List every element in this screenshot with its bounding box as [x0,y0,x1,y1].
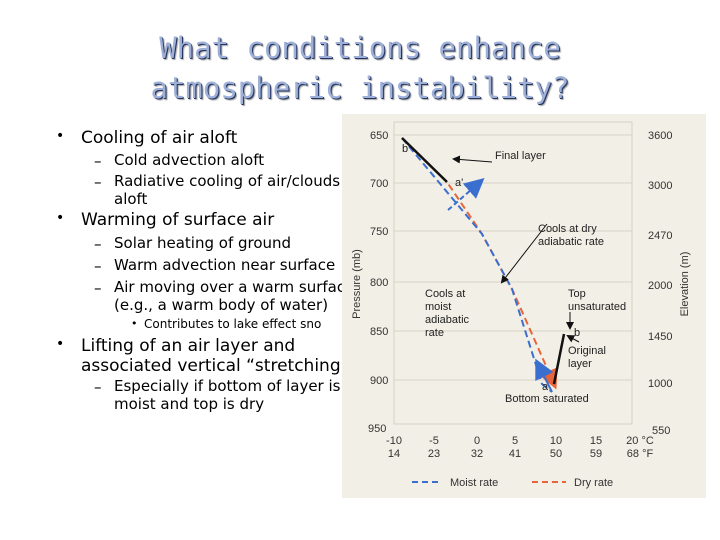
moist-rate-curve [401,137,553,393]
moist-rate-arrow-upper [447,178,485,211]
pressure-axis-label: Pressure (mb) [351,249,363,319]
label-cools-moist-line-3: adiabatic [425,314,470,326]
label-cools-moist-line-1: Cools at [425,288,465,300]
celsius-tick: 10 [550,435,562,447]
bullet-lifting-layer-cont: associated vertical “stretching” [81,356,350,376]
label-original-layer-line-1: Original [568,345,606,357]
pressure-tick: 750 [370,226,388,238]
celsius-tick: 15 [590,435,602,447]
pressure-tick: 650 [370,130,388,142]
pressure-tick: 800 [370,277,388,289]
sub-bullet-warm-surface-cont: (e.g., a warm body of water) [114,296,329,314]
pressure-tick: 900 [370,375,388,387]
sub-bullet-radiative-cooling-cont: aloft [114,190,148,208]
elevation-tick: 1000 [648,378,672,390]
sub-bullet-radiative-cooling: Radiative cooling of air/clouds [114,172,341,190]
fahrenheit-tick: 41 [509,448,521,460]
celsius-tick: 5 [512,435,518,447]
dash-marker: – [94,173,102,191]
stability-diagram-svg: 650 700 750 800 850 900 950 Pressure (mb… [342,114,706,498]
elevation-tick: 1450 [648,331,672,343]
sub-bullet-solar-heating: Solar heating of ground [114,234,292,252]
point-a: a [542,381,549,393]
dash-marker: – [94,257,102,275]
elevation-tick: 3000 [648,180,672,192]
legend-moist-label: Moist rate [450,477,498,489]
celsius-tick: -5 [429,435,439,447]
celsius-tick: 0 [474,435,480,447]
label-cools-dry-line-2: adiabatic rate [538,236,604,248]
bullet-marker: • [56,128,65,144]
label-cools-moist-line-4: rate [425,327,444,339]
elevation-axis-label: Elevation (m) [679,252,691,317]
dash-marker: – [94,235,102,253]
fahrenheit-tick: 50 [550,448,562,460]
fahrenheit-tick: 59 [590,448,602,460]
dash-marker: – [94,279,102,297]
stability-diagram: 650 700 750 800 850 900 950 Pressure (mb… [342,114,706,498]
elevation-tick: 550 [652,425,670,437]
elevation-tick: 3600 [648,130,672,142]
fahrenheit-tick: 68 °F [627,448,654,460]
sub-bullet-warm-advection: Warm advection near surface [114,256,336,274]
celsius-tick: -10 [386,435,402,447]
bullet-marker: • [56,210,65,226]
final-layer-line [401,137,448,183]
dash-marker: – [94,378,102,396]
celsius-tick: 20 °C [626,435,654,447]
label-cools-moist-line-2: moist [425,301,451,313]
pressure-tick: 850 [370,326,388,338]
label-original-layer-line-2: layer [568,358,592,370]
sub-bullet-cold-advection: Cold advection aloft [114,151,265,169]
bullet-warming-surface: Warming of surface air [81,210,275,230]
point-b: b [574,327,580,339]
slide-title: What conditions enhance atmospheric inst… [0,28,720,108]
fahrenheit-tick: 23 [428,448,440,460]
label-bottom-saturated: Bottom saturated [505,393,589,405]
dash-marker: – [94,152,102,170]
bullet-lifting-layer: Lifting of an air layer and [81,336,296,356]
fahrenheit-tick: 14 [388,448,400,460]
sub-bullet-bottom-moist: Especially if bottom of layer is [114,377,341,395]
slide-title-line-2: atmospheric instability? [150,71,570,105]
moist-rate-arrow [535,358,554,393]
elevation-tick: 2470 [648,230,672,242]
bullet-marker: • [56,336,65,352]
sub-sub-bullet-lake-effect: Contributes to lake effect sno [144,317,322,331]
point-a-prime: a' [455,177,463,189]
bullet-cooling-aloft: Cooling of air aloft [81,128,238,148]
label-cools-dry-line-1: Cools at dry [538,223,597,235]
elevation-tick: 2000 [648,280,672,292]
label-final-layer: Final layer [495,150,546,162]
pressure-tick: 700 [370,178,388,190]
sub-bullet-bottom-moist-cont: moist and top is dry [114,395,265,413]
label-top-unsaturated-line-1: Top [568,288,586,300]
original-layer-line [552,333,566,385]
sub-bullet-warm-surface: Air moving over a warm surface [114,278,355,296]
figure-background [342,114,706,498]
fahrenheit-tick: 32 [471,448,483,460]
pressure-tick: 950 [368,423,386,435]
point-b-prime: b' [402,143,410,155]
slide-title-line-1: What conditions enhance [159,31,561,65]
label-top-unsaturated-line-2: unsaturated [568,301,626,313]
bullet-marker: • [131,317,138,330]
legend-dry-label: Dry rate [574,477,613,489]
